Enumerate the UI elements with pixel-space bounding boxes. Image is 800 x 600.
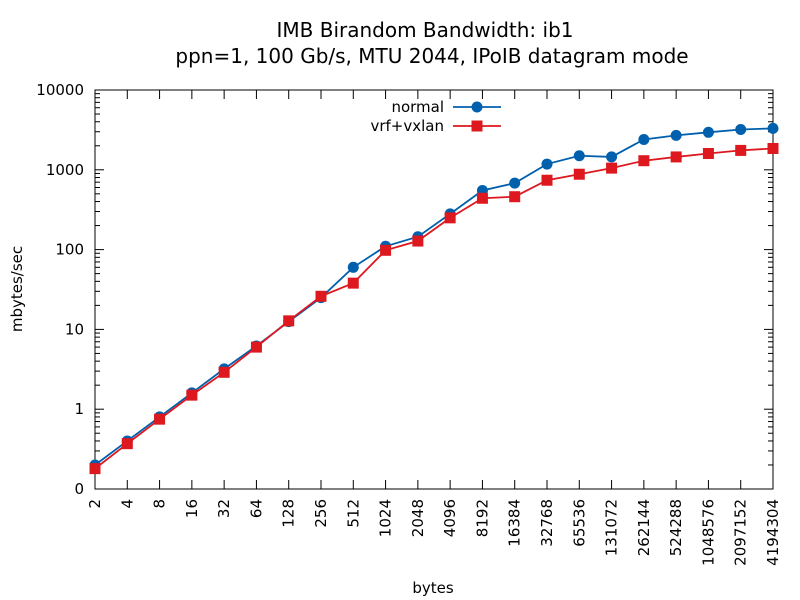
series-normal [89,122,779,471]
x-tick-label: 2048 [409,499,427,537]
data-point-normal [606,151,618,163]
x-tick-label: 524288 [667,499,685,556]
data-point-normal [702,126,714,138]
data-point-vrf-vxlan [573,168,585,180]
x-tick-label: 128 [280,499,298,528]
chart-title: IMB Birandom Bandwidth: ib1 [277,18,574,42]
legend-marker-normal [471,101,483,113]
plot-frame [94,89,774,490]
x-tick-label: 8 [151,499,169,509]
data-point-normal [735,123,747,135]
y-axis-ticks: 0 1 10 100 1000 10000 [36,81,773,498]
x-tick-label: 2 [86,499,104,509]
y-tick-label: 10 [65,320,84,338]
data-point-vrf-vxlan [541,174,553,186]
data-point-vrf-vxlan [638,155,650,167]
x-tick-label: 262144 [635,499,653,556]
data-point-normal [347,261,359,273]
x-tick-label: 4096 [441,499,459,537]
data-point-normal [573,150,585,162]
data-point-vrf-vxlan [702,148,714,160]
data-point-normal [767,122,779,134]
y-tick-label: 10000 [36,81,84,99]
data-point-vrf-vxlan [154,413,166,425]
x-tick-label: 8192 [473,499,491,537]
series-layer [89,122,779,475]
series-line-normal [94,127,774,466]
data-point-vrf-vxlan [218,366,230,378]
data-point-vrf-vxlan [476,192,488,204]
y-tick-label: 100 [55,241,84,259]
x-tick-label: 4 [118,499,136,509]
data-point-normal [541,158,553,170]
data-point-vrf-vxlan [283,315,295,327]
x-tick-label: 65536 [570,499,588,547]
x-tick-label: 1048576 [699,499,717,566]
x-tick-label: 16384 [506,499,524,547]
series-vrf-vxlan [89,142,779,475]
y-tick-label: 0 [74,480,84,498]
x-tick-label: 131072 [603,499,621,556]
chart-subtitle: ppn=1, 100 Gb/s, MTU 2044, IPoIB datagra… [175,44,688,68]
y-tick-label: 1000 [46,161,84,179]
series-line-vrf-vxlan [94,147,774,470]
legend-label-normal: normal [391,98,444,116]
data-point-vrf-vxlan [250,341,262,353]
x-tick-label: 512 [344,499,362,528]
data-point-vrf-vxlan [606,162,618,174]
x-tick-label: 16 [183,499,201,518]
y-axis-label: mbytes/sec [8,246,26,332]
x-tick-label: 2097152 [732,499,750,566]
x-tick-label: 256 [312,499,330,528]
data-point-vrf-vxlan [670,151,682,163]
legend-label-vrf-vxlan: vrf+vxlan [370,117,444,135]
data-point-vrf-vxlan [412,235,424,247]
data-point-vrf-vxlan [186,389,198,401]
data-point-normal [670,129,682,141]
data-point-vrf-vxlan [121,438,133,450]
data-point-vrf-vxlan [315,290,327,302]
x-axis-label: bytes [412,579,454,597]
data-point-vrf-vxlan [89,463,101,475]
x-tick-label: 32768 [538,499,556,547]
plot-axes [94,89,774,490]
data-point-normal [638,133,650,145]
x-tick-label: 1024 [377,499,395,537]
data-point-vrf-vxlan [380,244,392,256]
data-point-vrf-vxlan [735,144,747,156]
data-point-vrf-vxlan [509,191,521,203]
y-tick-label: 1 [74,400,84,418]
data-point-vrf-vxlan [444,212,456,224]
data-point-vrf-vxlan [767,142,779,154]
x-tick-label: 4194304 [764,499,782,566]
x-tick-label: 32 [215,499,233,518]
legend-marker-vrf-vxlan [471,120,483,132]
data-point-normal [509,177,521,189]
x-tick-label: 64 [247,499,265,518]
x-axis-ticks: 2 4 8 16 32 64 128 256 512 1024 2048 4096 8192 16384 3… [86,90,782,566]
data-point-vrf-vxlan [347,277,359,289]
